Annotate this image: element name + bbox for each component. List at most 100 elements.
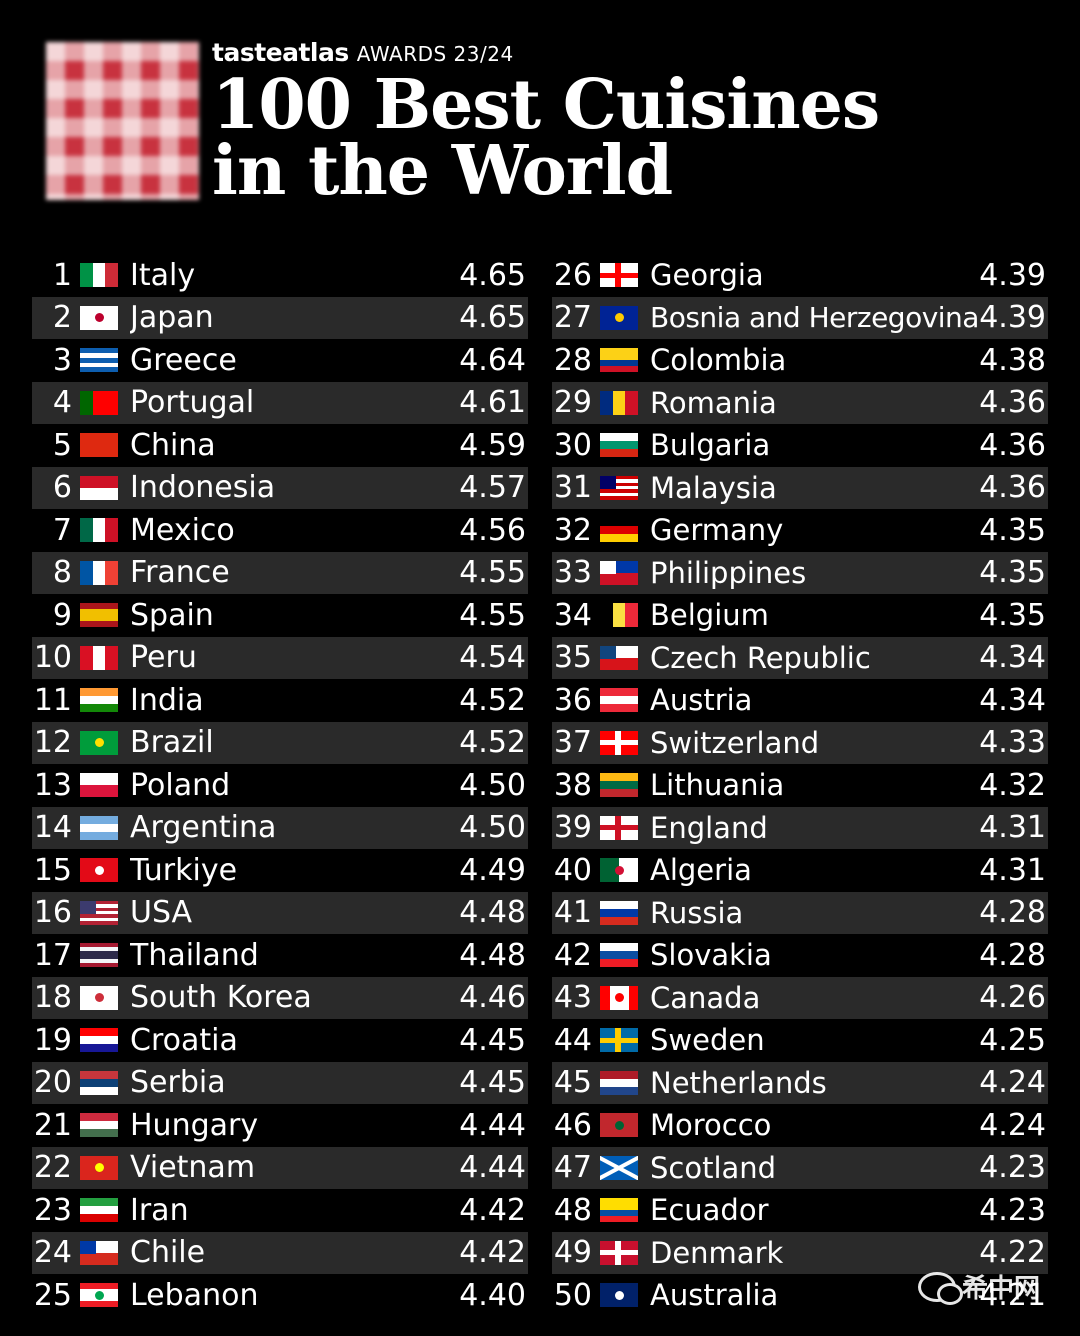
country-name: South Korea [130, 980, 312, 1016]
rating-score: 4.57 [459, 470, 526, 506]
rank-number: 5 [52, 427, 72, 463]
ranking-row: 12 Brazil 4.52 [32, 721, 528, 764]
country-name: Scotland [650, 1150, 777, 1185]
rank-number: 30 [553, 427, 592, 463]
ranking-row: 26 Georgia 4.39 [552, 254, 1048, 297]
flag-icon [80, 900, 118, 925]
rating-score: 4.44 [459, 1150, 526, 1186]
ranking-row: 6 Indonesia 4.57 [32, 466, 528, 509]
flag-icon [600, 1240, 638, 1265]
ranking-row: 14 Argentina 4.50 [32, 806, 528, 849]
flag-icon [600, 645, 638, 670]
country-name: Sweden [650, 1023, 765, 1058]
rank-number: 8 [52, 555, 72, 591]
flag-icon [600, 348, 638, 373]
rank-number: 3 [52, 342, 72, 378]
flag-icon [80, 730, 118, 755]
rating-score: 4.65 [459, 257, 526, 293]
rating-score: 4.36 [979, 427, 1046, 463]
flag-icon [80, 645, 118, 670]
ranking-row: 22 Vietnam 4.44 [32, 1146, 528, 1189]
rating-score: 4.32 [979, 767, 1046, 803]
page-title: 100 Best Cuisines in the World [212, 65, 880, 205]
rank-number: 10 [33, 640, 72, 676]
ranking-row: 30 Bulgaria 4.36 [552, 424, 1048, 467]
country-name: Portugal [130, 385, 255, 421]
country-name: Netherlands [650, 1065, 827, 1100]
flag-icon [80, 943, 118, 968]
ranking-row: 24 Chile 4.42 [32, 1231, 528, 1274]
ranking-row: 31 Malaysia 4.36 [552, 466, 1048, 509]
ranking-row: 1 Italy 4.65 [32, 254, 528, 297]
rating-score: 4.46 [459, 980, 526, 1016]
rating-score: 4.36 [979, 385, 1046, 421]
rank-number: 36 [553, 682, 592, 718]
ranking-row: 9 Spain 4.55 [32, 594, 528, 637]
rank-number: 27 [553, 300, 592, 336]
title-line-1: 100 Best Cuisines [212, 65, 880, 145]
rating-score: 4.28 [979, 895, 1046, 931]
country-name: England [650, 810, 768, 845]
ranking-row: 49 Denmark 4.22 [552, 1231, 1048, 1274]
rank-number: 6 [52, 470, 72, 506]
tasteatlas-checkered-logo [46, 42, 199, 200]
rating-score: 4.22 [979, 1235, 1046, 1271]
rank-number: 13 [33, 767, 72, 803]
flag-icon [600, 518, 638, 543]
rank-number: 37 [553, 725, 592, 761]
ranking-row: 34 Belgium 4.35 [552, 594, 1048, 637]
brand-name: tasteatlas [212, 38, 349, 67]
flag-icon [80, 688, 118, 713]
country-name: Peru [130, 640, 197, 676]
ranking-row: 3 Greece 4.64 [32, 339, 528, 382]
country-name: Colombia [650, 343, 787, 378]
rank-number: 11 [33, 682, 72, 718]
ranking-row: 13 Poland 4.50 [32, 764, 528, 807]
rank-number: 19 [33, 1022, 72, 1058]
country-name: Lebanon [130, 1277, 259, 1313]
country-name: Argentina [130, 810, 277, 846]
ranking-row: 7 Mexico 4.56 [32, 509, 528, 552]
flag-icon [80, 985, 118, 1010]
rank-number: 46 [553, 1107, 592, 1143]
country-name: Croatia [130, 1022, 238, 1058]
rating-score: 4.50 [459, 767, 526, 803]
ranking-row: 48 Ecuador 4.23 [552, 1189, 1048, 1232]
ranking-row: 36 Austria 4.34 [552, 679, 1048, 722]
flag-icon [80, 1240, 118, 1265]
flag-icon [600, 560, 638, 585]
rank-number: 4 [52, 385, 72, 421]
brand-header: tasteatlas AWARDS 23/24 [212, 38, 514, 72]
ranking-row: 46 Morocco 4.24 [552, 1104, 1048, 1147]
country-name: Serbia [130, 1065, 226, 1101]
flag-icon [80, 1155, 118, 1180]
rank-number: 49 [553, 1235, 592, 1271]
rating-score: 4.39 [979, 257, 1046, 293]
rating-score: 4.39 [979, 300, 1046, 336]
flag-icon [80, 348, 118, 373]
rank-number: 23 [33, 1192, 72, 1228]
rating-score: 4.36 [979, 470, 1046, 506]
country-name: Brazil [130, 725, 214, 761]
flag-icon [80, 603, 118, 628]
rank-number: 40 [553, 852, 592, 888]
flag-icon [600, 1070, 638, 1095]
flag-icon [600, 603, 638, 628]
flag-icon [600, 688, 638, 713]
rating-score: 4.56 [459, 512, 526, 548]
country-name: Philippines [650, 555, 807, 590]
country-name: Iran [130, 1192, 189, 1228]
country-name: Slovakia [650, 938, 772, 973]
flag-icon [600, 858, 638, 883]
ranking-row: 47 Scotland 4.23 [552, 1146, 1048, 1189]
rank-number: 34 [553, 597, 592, 633]
ranking-row: 29 Romania 4.36 [552, 381, 1048, 424]
rating-score: 4.59 [459, 427, 526, 463]
ranking-row: 39 England 4.31 [552, 806, 1048, 849]
flag-icon [600, 1155, 638, 1180]
ranking-row: 21 Hungary 4.44 [32, 1104, 528, 1147]
flag-icon [600, 1198, 638, 1223]
ranking-row: 17 Thailand 4.48 [32, 934, 528, 977]
country-name: Germany [650, 513, 784, 548]
rating-score: 4.55 [459, 555, 526, 591]
